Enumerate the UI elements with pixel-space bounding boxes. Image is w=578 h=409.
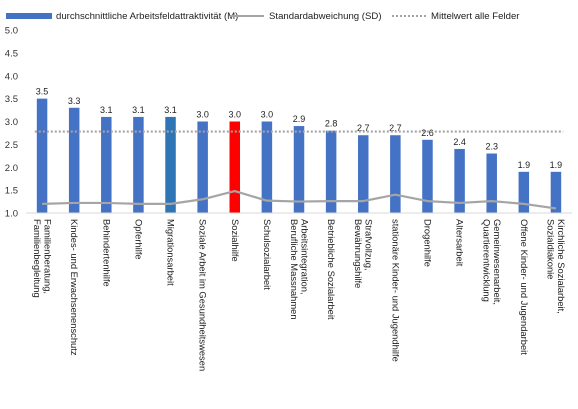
y-tick-label: 4.5 — [5, 48, 18, 59]
chart-legend: durchschnittliche Arbeitsfeldattraktivit… — [0, 6, 578, 26]
bar-value-label: 2.8 — [325, 119, 338, 129]
bar-value-label: 2.7 — [357, 123, 370, 133]
bar-value-label: 3.0 — [229, 110, 242, 120]
x-tick-label: Kirchliche Sozialarbeit,Sozialdiakonie — [546, 219, 568, 314]
bar — [261, 121, 273, 213]
x-tick-label: Sozialhilfe — [230, 219, 241, 262]
bar-value-label: 2.6 — [421, 128, 434, 138]
legend-swatch-dotted — [392, 15, 426, 17]
y-tick-label: 2.5 — [5, 140, 18, 151]
bar — [165, 116, 176, 213]
x-axis: Familienberatung,Familienbegleitung Kinde… — [26, 212, 572, 371]
bar — [486, 153, 497, 213]
legend-swatch-bar — [6, 13, 52, 19]
sd-line — [42, 189, 557, 210]
bar-value-label: 2.9 — [293, 114, 306, 124]
y-tick-label: 4.0 — [5, 71, 18, 82]
series-lines — [34, 130, 564, 210]
bar-value-label: 3.1 — [100, 105, 113, 115]
bar-value-label: 2.7 — [389, 123, 402, 133]
bar-value-label: 3.3 — [68, 96, 81, 106]
x-tick-label: Altersarbeit — [455, 219, 466, 267]
bars — [36, 98, 562, 213]
y-tick-label: 1.5 — [5, 186, 18, 197]
x-tick-label: stationäre Kinder- und Jugendhilfe — [390, 219, 401, 362]
bar-value-label: 3.0 — [196, 110, 209, 120]
bar — [550, 171, 562, 213]
bar — [518, 171, 530, 213]
bar-value-label: 1.9 — [550, 160, 563, 170]
bar — [36, 98, 48, 213]
y-tick-label: 2.0 — [5, 163, 18, 174]
bar-value-label: 2.4 — [453, 137, 466, 147]
x-tick-label: Arbeitsintegration,Berufliche Massnahmen — [289, 219, 311, 320]
x-tick-label: Betriebliche Sozialarbeit — [326, 219, 337, 320]
legend-item-overall: Mittelwert alle Felder — [392, 6, 520, 26]
bar-value-label: 3.1 — [132, 105, 145, 115]
x-tick-label: Opferhilfe — [133, 219, 144, 260]
legend-swatch-line — [230, 15, 264, 17]
bar — [357, 135, 369, 213]
bar — [133, 116, 144, 213]
bar — [390, 135, 401, 213]
x-tick-label: Strafvollzug,Bewährungshilfe — [353, 219, 375, 288]
bar-value-label: 3.1 — [164, 105, 177, 115]
x-tick-label: Migrationsarbeit — [166, 219, 177, 286]
x-tick-label: Behindertenhilfe — [101, 219, 112, 287]
bar — [101, 116, 112, 213]
bar-value-label: 3.5 — [36, 87, 49, 97]
x-tick-label: Schulsozialarbeit — [262, 219, 273, 290]
bar-value-labels: 3.5 3.3 3.1 3.1 3.1 3.0 3.0 3.0 2.9 2.8 2.7 2.7 2.6 2… — [36, 87, 562, 170]
bar — [422, 139, 433, 213]
bar-value-label: 1.9 — [518, 160, 531, 170]
y-tick-label: 1.0 — [5, 209, 18, 220]
y-tick-label: 3.0 — [5, 117, 18, 128]
bar — [325, 130, 337, 213]
y-axis: 1.0 1.5 2.0 2.5 3.0 3.5 4.0 4.5 5.0 — [5, 26, 18, 220]
legend-label-sd: Standardabweichung (SD) — [269, 10, 382, 22]
bar-value-label: 2.3 — [485, 142, 498, 152]
legend-label-mean: durchschnittliche Arbeitsfeldattraktivit… — [56, 10, 239, 22]
bar — [454, 148, 465, 213]
x-tick-label: Offene Kinder- und Jugendarbeit — [519, 219, 530, 355]
legend-item-sd: Standardabweichung (SD) — [230, 6, 382, 26]
x-tick-label: Soziale Arbeit im Gesundheitswesen — [198, 219, 209, 371]
x-tick-label: Gemeinwesenarbeit,Quartierentwicklung — [481, 219, 503, 305]
x-tick-label: Kindes- und Erwachsenenschutz — [69, 219, 80, 356]
legend-label-overall: Mittelwert alle Felder — [431, 10, 520, 22]
y-tick-label: 5.0 — [5, 26, 18, 37]
legend-item-mean: durchschnittliche Arbeitsfeldattraktivit… — [6, 6, 238, 26]
bar — [293, 126, 305, 213]
bar-value-label: 3.0 — [261, 110, 274, 120]
bar — [229, 121, 241, 213]
bar — [68, 107, 80, 213]
x-tick-label: Familienberatung,Familienbegleitung — [32, 219, 54, 298]
x-tick-label: Drogenhilfe — [422, 219, 433, 267]
y-tick-label: 3.5 — [5, 94, 18, 105]
bar — [197, 121, 208, 213]
